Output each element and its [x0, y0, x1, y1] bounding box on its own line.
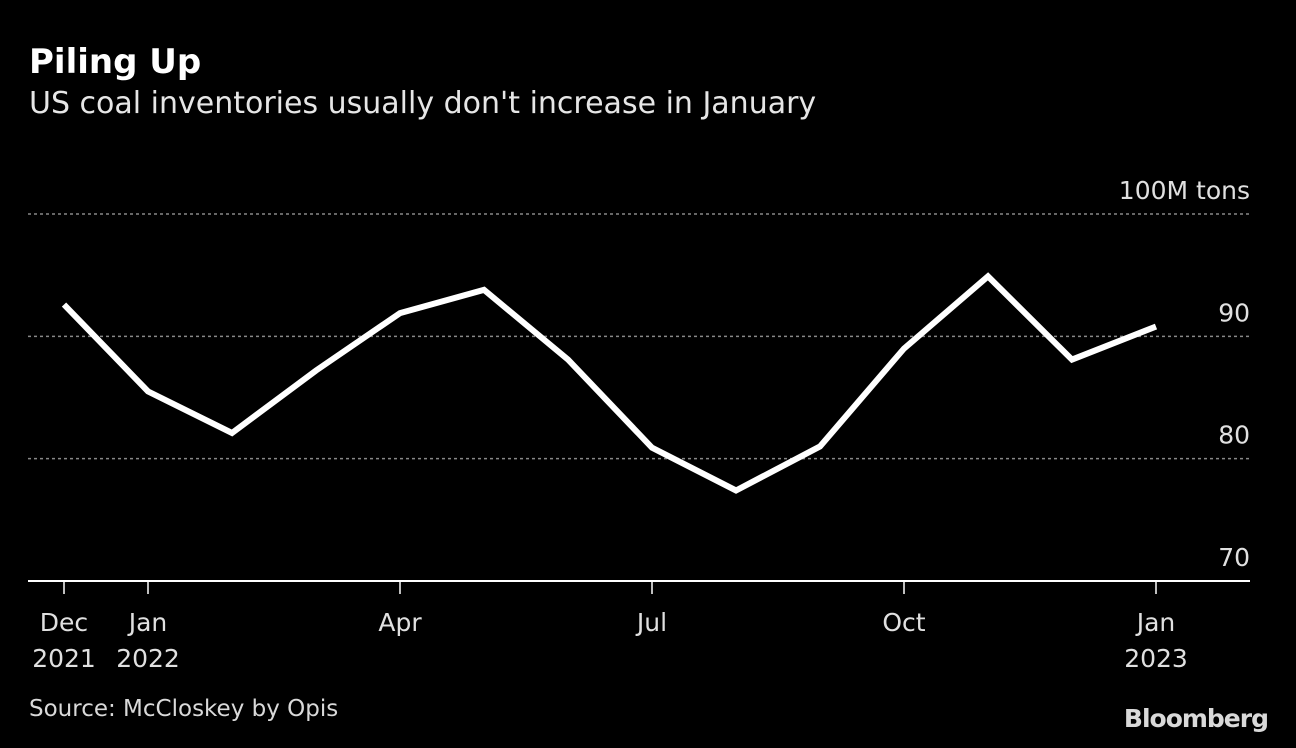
- x-tick-label: Jan: [127, 608, 168, 637]
- x-tick-year-label: 2022: [116, 644, 180, 673]
- chart-title: Piling Up: [29, 42, 202, 82]
- bloomberg-logo: Bloomberg: [1123, 704, 1269, 733]
- series-line: [61, 272, 1158, 494]
- x-tick-label: Jul: [635, 608, 667, 637]
- x-tick-label: Oct: [882, 608, 925, 637]
- x-tick-label: Jan: [1135, 608, 1176, 637]
- x-tick-year-label: 2023: [1124, 644, 1188, 673]
- y-tick-label: 80: [1218, 421, 1250, 450]
- y-tick-label: 90: [1218, 298, 1250, 327]
- x-tick-year-label: 2021: [32, 644, 96, 673]
- x-tick-label: Dec: [40, 608, 88, 637]
- chart-subtitle: US coal inventories usually don't increa…: [29, 86, 817, 121]
- y-tick-label: 70: [1218, 543, 1250, 572]
- y-tick-label: 100M tons: [1119, 176, 1250, 205]
- source-note: Source: McCloskey by Opis: [29, 696, 339, 722]
- x-tick-label: Apr: [378, 608, 422, 637]
